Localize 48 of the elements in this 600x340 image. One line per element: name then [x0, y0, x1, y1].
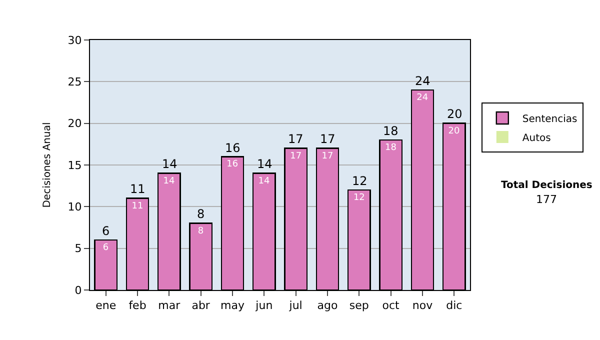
y-tick-label: 5	[74, 242, 82, 256]
data-label: 8	[198, 226, 204, 236]
data-label: 20	[448, 126, 460, 136]
x-tick-label: sep	[349, 299, 369, 312]
total-label: 6	[102, 224, 110, 238]
text: Total Decisiones	[501, 180, 592, 191]
legend-label: Sentencias	[522, 114, 578, 125]
x-tick-label: feb	[128, 299, 146, 312]
total-label: 20	[447, 107, 462, 121]
total-label: 11	[130, 182, 146, 196]
total-label: 17	[288, 132, 304, 146]
x-tick-label: oct	[382, 299, 400, 312]
data-label: 17	[322, 151, 334, 162]
data-label: 12	[353, 193, 365, 203]
y-tick-label: 0	[74, 284, 82, 297]
x-tick-label: dic	[446, 299, 462, 312]
total-label: 17	[320, 132, 336, 146]
y-axis-title: Decisiones Anual	[42, 122, 53, 208]
data-label: 24	[416, 93, 428, 103]
legend-label: Autos	[522, 132, 551, 144]
total-label: 24	[415, 74, 430, 88]
x-tick-label: nov	[412, 299, 434, 312]
total-label: 16	[225, 141, 240, 155]
data-label: 11	[132, 201, 144, 212]
total-label: 8	[197, 207, 205, 221]
data-label: 16	[226, 160, 238, 170]
data-label: 6	[102, 243, 109, 253]
y-tick-label: 15	[68, 158, 82, 172]
x-tick-label: jul	[288, 299, 302, 312]
data-label: 18	[384, 143, 397, 153]
x-tick-label: abr	[192, 299, 210, 312]
total-label: 18	[383, 124, 398, 138]
x-tick-label: ene	[96, 299, 116, 312]
y-tick-label: 10	[68, 200, 82, 214]
total-label: 12	[352, 174, 368, 188]
y-tick-label: 25	[68, 76, 82, 89]
data-label: 14	[258, 176, 270, 186]
x-tick-label: jun	[254, 299, 273, 312]
total-label: 14	[257, 157, 272, 171]
data-label: 17	[290, 151, 302, 162]
x-tick-label: ago	[317, 299, 338, 312]
y-tick-label: 30	[68, 34, 82, 47]
data-label: 14	[163, 176, 176, 186]
y-tick-label: 20	[68, 117, 82, 130]
text: 177	[536, 193, 557, 206]
total-label: 14	[162, 157, 178, 171]
x-tick-label: mar	[158, 299, 181, 312]
x-tick-label: may	[220, 299, 245, 312]
